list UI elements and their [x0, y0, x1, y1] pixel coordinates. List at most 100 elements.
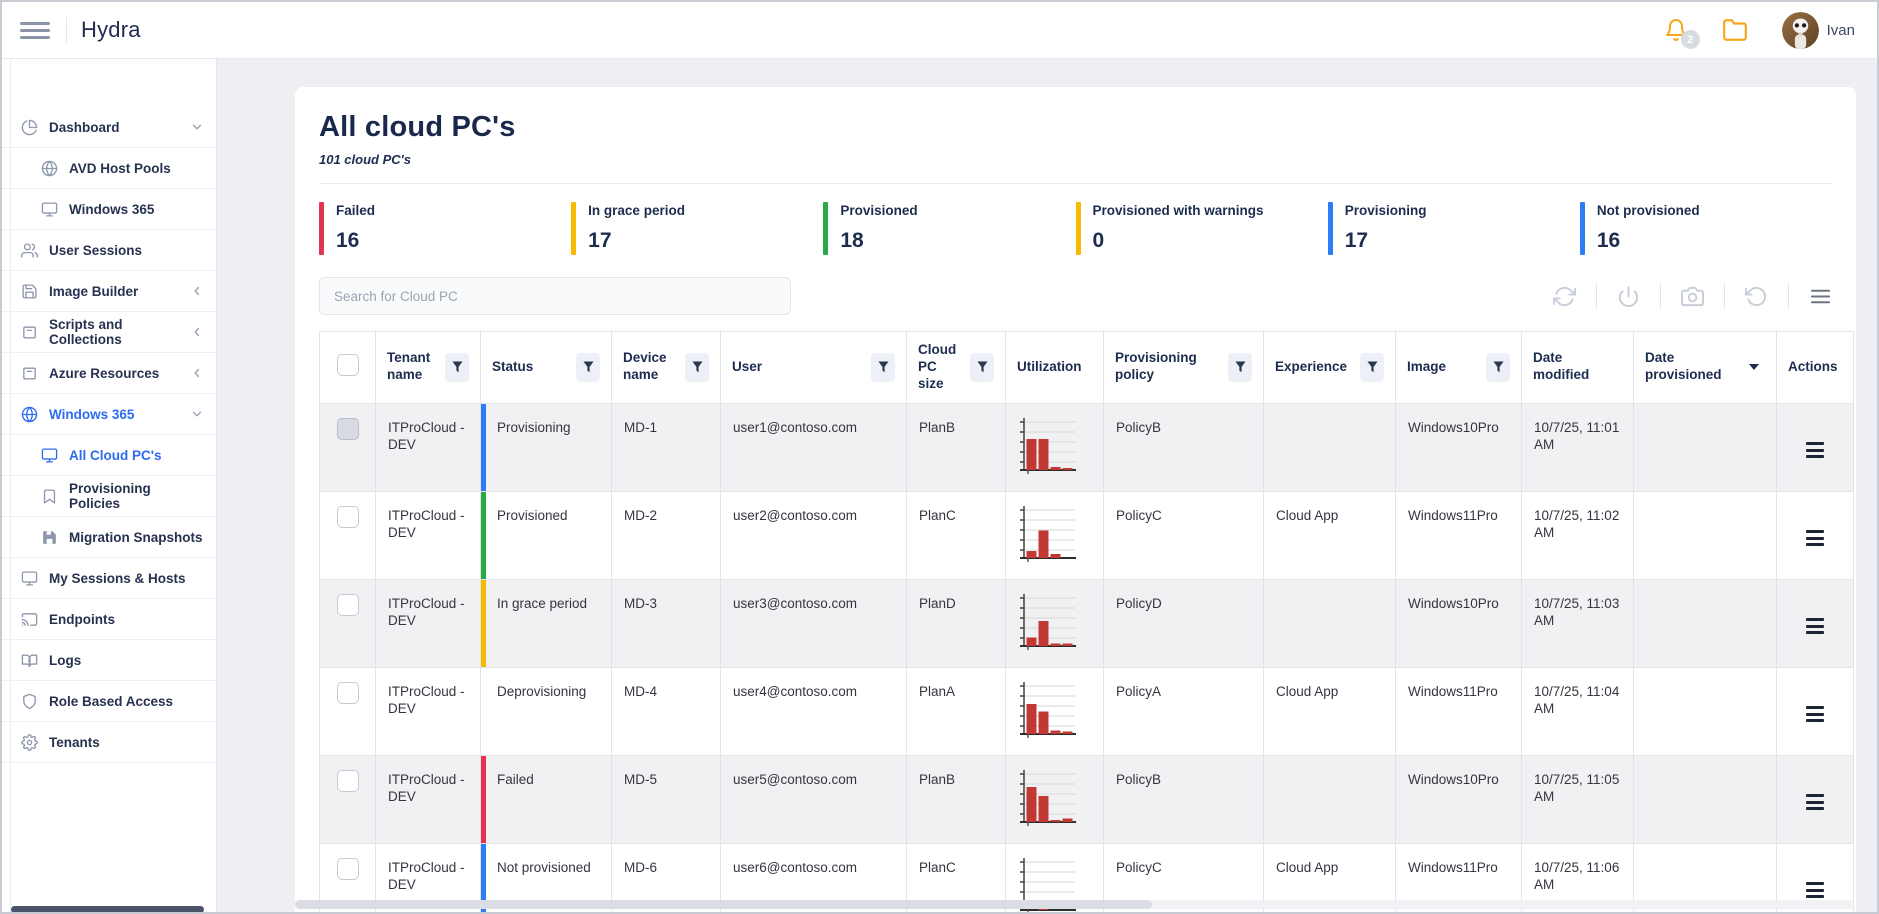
cast-icon: [21, 611, 38, 628]
sidebar-item-tenants[interactable]: Tenants: [2, 722, 216, 763]
filter-button-provisioning-policy[interactable]: [1228, 352, 1252, 382]
cell-utilization: [1005, 402, 1104, 492]
column-label: Device name: [623, 350, 667, 383]
column-header-utilization: Utilization: [1005, 331, 1104, 404]
utilization-mini-chart: [1020, 417, 1076, 474]
cell-actions: [1776, 578, 1854, 668]
refresh-icon[interactable]: [1553, 285, 1576, 308]
row-actions-menu-icon[interactable]: [1802, 878, 1828, 902]
filter-button-user[interactable]: [871, 352, 895, 382]
user-menu[interactable]: Ivan: [1781, 11, 1855, 49]
table-row-md-2: ITProCloud - DEV Provisioned MD-2 user2@con…: [319, 490, 1854, 580]
column-label: User: [732, 358, 763, 374]
sidebar-item-label: All Cloud PC's: [69, 447, 162, 463]
cell-utilization: [1005, 666, 1104, 756]
sidebar-item-all-cloud-pc-s[interactable]: All Cloud PC's: [2, 435, 216, 476]
cell-date-modified: 10/7/25, 11:02 AM: [1521, 490, 1634, 580]
filter-button-image[interactable]: [1486, 352, 1510, 382]
sidebar-item-logs[interactable]: Logs: [2, 640, 216, 681]
sidebar-item-windows-365[interactable]: Windows 365: [2, 394, 216, 435]
save-filled-icon: [41, 529, 58, 546]
menu-icon[interactable]: [1809, 285, 1832, 308]
row-checkbox[interactable]: [336, 593, 359, 616]
title-divider: [319, 183, 1832, 184]
funnel-icon: [1366, 361, 1378, 373]
sidebar-item-image-builder[interactable]: Image Builder: [2, 271, 216, 312]
column-label: Provisioning policy: [1115, 350, 1197, 383]
column-header-experience: Experience: [1263, 331, 1396, 404]
sidebar-item-avd-host-pools[interactable]: AVD Host Pools: [2, 148, 216, 189]
row-checkbox[interactable]: [336, 769, 359, 792]
column-header-status: Status: [480, 331, 612, 404]
filter-button-experience[interactable]: [1360, 352, 1384, 382]
row-actions-menu-icon[interactable]: [1802, 438, 1828, 462]
row-checkbox[interactable]: [336, 681, 359, 704]
files-button[interactable]: [1722, 17, 1748, 43]
cell-status: Deprovisioning: [480, 666, 612, 756]
cell-image: Windows11Pro: [1395, 490, 1522, 580]
stat-color-bar: [1327, 202, 1333, 255]
column-header-tenant-name: Tenant name: [375, 331, 481, 404]
row-actions-menu-icon[interactable]: [1802, 790, 1828, 814]
cell-status: Failed: [480, 754, 612, 844]
table-row-md-5: ITProCloud - DEV Failed MD-5 user5@contoso.…: [319, 754, 1854, 844]
globe-icon: [21, 406, 38, 423]
funnel-icon: [976, 361, 988, 373]
row-actions-menu-icon[interactable]: [1802, 702, 1828, 726]
cell-utilization: [1005, 490, 1104, 580]
power-icon[interactable]: [1617, 285, 1640, 308]
sidebar-item-migration-snapshots[interactable]: Migration Snapshots: [2, 517, 216, 558]
sidebar-item-dashboard[interactable]: Dashboard: [2, 107, 216, 148]
sidebar-item-endpoints[interactable]: Endpoints: [2, 599, 216, 640]
sidebar-item-provisioning-policies[interactable]: Provisioning Policies: [2, 476, 216, 517]
filter-button-cloud-pc-size[interactable]: [970, 352, 994, 382]
sidebar-item-windows-365[interactable]: Windows 365: [2, 189, 216, 230]
gear-icon: [21, 733, 38, 751]
stat-label: Provisioned: [840, 203, 918, 218]
select-all-checkbox[interactable]: [336, 353, 359, 376]
cell-image: Windows10Pro: [1395, 402, 1522, 492]
cell-date-provisioned: [1633, 402, 1777, 492]
sidebar-item-label: Dashboard: [49, 119, 120, 135]
funnel-icon: [1234, 361, 1246, 373]
filter-button-device-name[interactable]: [685, 352, 709, 382]
filter-button-tenant-name[interactable]: [445, 352, 469, 382]
column-label: Cloud PC size: [918, 342, 957, 391]
sidebar-item-role-based-access[interactable]: Role Based Access: [2, 681, 216, 722]
camera-icon[interactable]: [1681, 285, 1704, 308]
cell-experience: [1263, 578, 1396, 668]
row-actions-menu-icon[interactable]: [1802, 526, 1828, 550]
cell-device-name: MD-2: [611, 490, 721, 580]
notification-badge: 2: [1680, 30, 1700, 49]
sort-desc-icon[interactable]: [1749, 364, 1759, 371]
menu-toggle-icon[interactable]: [20, 17, 50, 43]
cell-provisioning-policy: PolicyC: [1103, 490, 1264, 580]
sidebar-scrollbar[interactable]: [11, 906, 204, 912]
chevron-down-icon: [190, 120, 204, 134]
sidebar-item-label: Role Based Access: [49, 693, 174, 709]
notifications-button[interactable]: 2: [1664, 18, 1700, 49]
sidebar-item-label: Migration Snapshots: [69, 529, 203, 545]
row-checkbox[interactable]: [336, 505, 359, 528]
filter-button-status[interactable]: [576, 352, 600, 382]
sidebar-item-user-sessions[interactable]: User Sessions: [2, 230, 216, 271]
column-label: Date modified: [1533, 350, 1590, 383]
row-actions-menu-icon[interactable]: [1802, 614, 1828, 638]
sidebar-item-azure-resources[interactable]: Azure Resources: [2, 353, 216, 394]
column-header-user: User: [720, 331, 907, 404]
sidebar-item-my-sessions-hosts[interactable]: My Sessions & Hosts: [2, 558, 216, 599]
column-label: Utilization: [1017, 358, 1082, 374]
undo-icon[interactable]: [1745, 285, 1768, 308]
search-input[interactable]: [319, 277, 791, 315]
cell-experience: [1263, 402, 1396, 492]
stat-not-provisioned: Not provisioned 16: [1579, 202, 1832, 255]
book-icon: [21, 652, 38, 669]
sidebar-item-scripts-and-collections[interactable]: Scripts and Collections: [2, 312, 216, 353]
horizontal-scrollbar-thumb[interactable]: [295, 900, 1153, 909]
column-label: Status: [492, 358, 534, 374]
row-checkbox[interactable]: [336, 417, 359, 440]
horizontal-scrollbar[interactable]: [295, 900, 1854, 909]
row-checkbox[interactable]: [336, 857, 359, 880]
sidebar-item-label: Logs: [49, 652, 82, 668]
cell-provisioning-policy: PolicyD: [1103, 578, 1264, 668]
